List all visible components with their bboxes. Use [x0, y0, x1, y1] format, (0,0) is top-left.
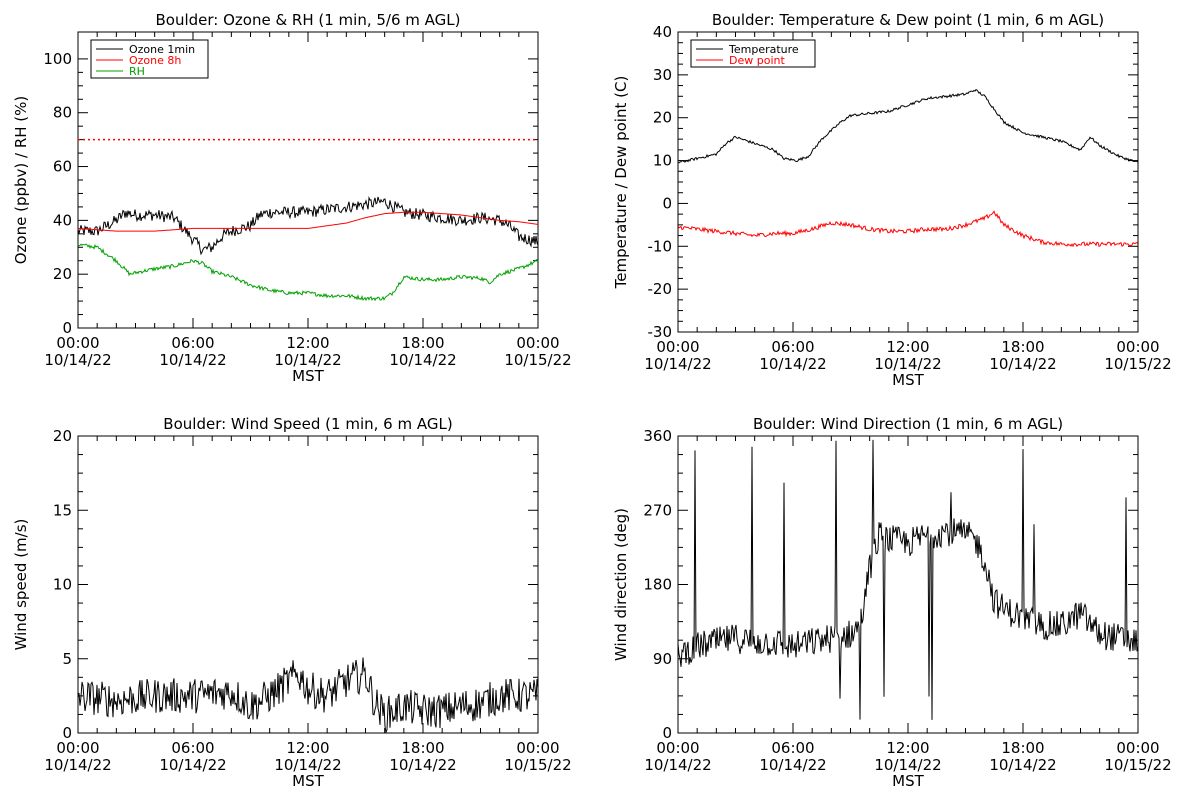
chart-panel-1: Boulder: Ozone & RH (1 min, 5/6 m AGL) 0 2…	[12, 11, 572, 385]
x-tick-label-date: 10/14/22	[874, 355, 941, 373]
x-tick-label-date: 10/14/22	[644, 756, 711, 774]
x-tick-label-time: 06:00	[171, 739, 214, 757]
x-tick-label-date: 10/14/22	[159, 351, 226, 369]
legend-label: Temperature	[728, 43, 799, 56]
x-tick-label-date: 10/15/22	[504, 756, 571, 774]
x-tick-label-time: 18:00	[401, 334, 444, 352]
x-tick-label-date: 10/15/22	[504, 351, 571, 369]
y-tick-label: 20	[53, 265, 72, 283]
x-tick-label-time: 18:00	[401, 739, 444, 757]
y-tick-label: 0	[62, 319, 72, 337]
y-axis-label: Ozone (ppbv) / RH (%)	[12, 96, 30, 265]
y-tick-label: 5	[62, 650, 72, 668]
series-line-ozone-8h	[78, 211, 538, 232]
chart-title: Boulder: Wind Speed (1 min, 6 m AGL)	[163, 415, 452, 433]
y-tick-label: 20	[653, 109, 672, 127]
x-tick-label-date: 10/14/22	[759, 756, 826, 774]
y-axis-label: Wind direction (deg)	[612, 508, 630, 661]
y-tick-label: 0	[62, 724, 72, 742]
x-tick-label-date: 10/14/22	[644, 355, 711, 373]
x-axis-label: MST	[292, 367, 324, 385]
x-tick-label-time: 12:00	[286, 739, 329, 757]
x-tick-label-time: 00:00	[516, 739, 559, 757]
chart-panel-3: Boulder: Wind Speed (1 min, 6 m AGL) 0 5 10…	[12, 415, 572, 790]
x-tick-label-time: 00:00	[1116, 338, 1159, 356]
x-tick-label-date: 10/14/22	[44, 756, 111, 774]
series-line-main	[678, 439, 1138, 720]
x-tick-label-time: 06:00	[771, 338, 814, 356]
y-tick-label: 20	[53, 427, 72, 445]
series-line-temperature	[678, 88, 1138, 164]
legend-label: RH	[129, 65, 145, 78]
x-tick-label-date: 10/15/22	[1104, 355, 1171, 373]
x-tick-label-date: 10/14/22	[759, 355, 826, 373]
y-tick-label: -30	[648, 323, 673, 341]
chart-title: Boulder: Temperature & Dew point (1 min,…	[712, 11, 1104, 29]
legend-label: Ozone 1min	[129, 43, 195, 56]
y-axis-label: Wind speed (m/s)	[12, 519, 30, 651]
x-tick-label-time: 00:00	[56, 739, 99, 757]
x-tick-label-time: 00:00	[656, 338, 699, 356]
legend-label: Ozone 8h	[129, 54, 181, 67]
legend-label: Dew point	[729, 54, 785, 67]
y-tick-label: 15	[53, 501, 72, 519]
y-tick-label: -20	[648, 280, 673, 298]
x-tick-label-date: 10/14/22	[989, 355, 1056, 373]
x-axis-label: MST	[892, 371, 924, 389]
legend-box	[690, 39, 816, 68]
x-tick-label-date: 10/14/22	[989, 756, 1056, 774]
x-tick-label-time: 00:00	[516, 334, 559, 352]
x-axis-label: MST	[292, 772, 324, 790]
x-tick-label-time: 18:00	[1001, 338, 1044, 356]
y-tick-label: 270	[643, 501, 672, 519]
x-tick-label-date: 10/14/22	[389, 756, 456, 774]
y-tick-label: 90	[653, 650, 672, 668]
y-tick-label: 10	[653, 152, 672, 170]
y-tick-label: -10	[648, 237, 673, 255]
x-tick-label-date: 10/15/22	[1104, 756, 1171, 774]
x-tick-label-time: 06:00	[171, 334, 214, 352]
x-tick-label-date: 10/14/22	[874, 756, 941, 774]
x-tick-label-date: 10/14/22	[274, 756, 341, 774]
x-tick-label-time: 00:00	[656, 739, 699, 757]
x-axis-label: MST	[892, 772, 924, 790]
series-line-dew-point	[678, 210, 1138, 248]
y-tick-label: 60	[53, 158, 72, 176]
x-tick-label-date: 10/14/22	[159, 756, 226, 774]
x-tick-label-time: 00:00	[56, 334, 99, 352]
series-line-main	[78, 657, 538, 733]
chart-title: Boulder: Ozone & RH (1 min, 5/6 m AGL)	[155, 11, 460, 29]
chart-panel-4: Boulder: Wind Direction (1 min, 6 m AGL)…	[612, 415, 1172, 790]
y-tick-label: 0	[662, 724, 672, 742]
x-tick-label-time: 12:00	[886, 739, 929, 757]
series-line-ozone-1min	[78, 195, 538, 256]
x-tick-label-date: 10/14/22	[44, 351, 111, 369]
y-tick-label: 180	[643, 576, 672, 594]
plot-frame	[677, 31, 1139, 333]
chart-panel-2: Boulder: Temperature & Dew point (1 min,…	[612, 11, 1172, 389]
y-tick-label: 80	[53, 104, 72, 122]
x-tick-label-time: 12:00	[886, 338, 929, 356]
series-line-rh	[78, 243, 538, 302]
y-tick-label: 100	[43, 50, 72, 68]
y-axis-label: Temperature / Dew point (C)	[612, 76, 630, 290]
chart-title: Boulder: Wind Direction (1 min, 6 m AGL)	[753, 415, 1063, 433]
x-tick-label-date: 10/14/22	[389, 351, 456, 369]
y-tick-label: 10	[53, 576, 72, 594]
legend-box	[90, 39, 209, 79]
x-tick-label-time: 00:00	[1116, 739, 1159, 757]
y-tick-label: 40	[53, 211, 72, 229]
y-tick-label: 0	[662, 194, 672, 212]
y-tick-label: 360	[643, 427, 672, 445]
x-tick-label-time: 18:00	[1001, 739, 1044, 757]
plot-frame	[677, 435, 1139, 734]
x-tick-label-date: 10/14/22	[274, 351, 341, 369]
x-tick-label-time: 06:00	[771, 739, 814, 757]
y-tick-label: 30	[653, 66, 672, 84]
y-tick-label: 40	[653, 23, 672, 41]
x-tick-label-time: 12:00	[286, 334, 329, 352]
